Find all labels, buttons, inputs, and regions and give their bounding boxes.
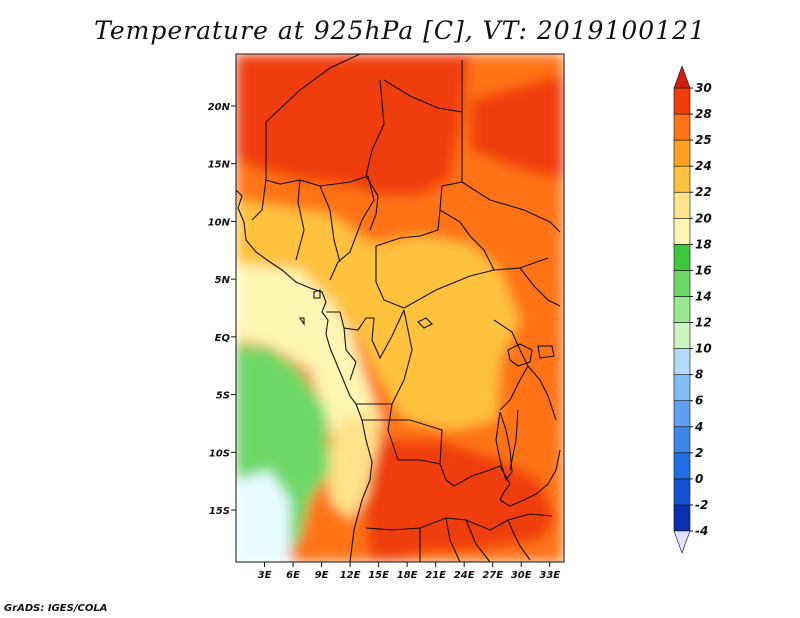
country-borders [236,54,561,562]
x-tick-label: 18E [397,570,418,581]
y-tick-label: 5N [215,275,231,286]
colorbar-segment [673,348,691,375]
colorbar-label: 18 [695,237,712,251]
colorbar-label: 2 [695,446,703,460]
x-tick-label: 9E [315,570,329,581]
colorbar-label: -2 [695,498,708,512]
y-tick-label: 5S [216,391,230,402]
colorbar-segment [673,322,691,349]
coastline [236,189,373,562]
y-tick-label: EQ [215,333,231,344]
colorbar-label: -4 [695,524,708,538]
border [251,175,375,281]
temperature-field [236,54,564,562]
field-region-cold-ocean [236,470,290,562]
colorbar-segment [673,426,691,454]
colorbar-label: 25 [695,133,712,147]
colorbar-under-arrow [673,530,691,554]
x-axis: 3E 6E 9E 12E 15E 18E 21E 24E 27E 30E 33E [258,562,560,581]
colorbar-segment [673,374,691,402]
colorbar-segment [673,504,691,532]
colorbar-segment [673,217,691,245]
colorbar-segment [673,296,691,323]
x-tick-label: 33E [539,570,560,581]
x-tick-label: 21E [425,570,446,581]
island-outline [313,289,321,299]
colorbar-label: 30 [695,81,712,95]
x-tick-label: 3E [258,570,272,581]
x-tick-label: 12E [340,570,361,581]
colorbar-segment [673,87,691,115]
border [375,209,561,309]
colorbar-label: 6 [695,394,703,408]
x-tick-label: 30E [511,570,532,581]
field-region-angola-coast [326,410,380,520]
lake-outline [417,317,555,359]
colorbar-segment [673,191,691,219]
field-region-central-africa [236,200,520,430]
field-region-sahara-north [378,470,450,540]
y-tick-label: 15S [209,506,230,517]
field-region-sahara-north [236,54,470,196]
colorbar-label: 8 [695,368,703,382]
y-axis: 20N 15N 10N 5N EQ 5S 10S 15S [208,102,236,517]
field-region-sahara-north [470,74,564,180]
island-outline [298,317,305,326]
colorbar-label: 28 [695,107,712,121]
colorbar-label: 14 [695,289,712,303]
border [499,409,561,507]
colorbar-segment [673,139,691,167]
x-tick-label: 24E [454,570,475,581]
x-tick-label: 6E [286,570,300,581]
colorbar-label: 20 [695,211,712,225]
map-frame [235,53,565,563]
x-tick-label: 27E [482,570,503,581]
colorbar-label: 4 [694,420,703,434]
colorbar-segment [673,400,691,428]
colorbar-label: 22 [695,185,712,199]
y-tick-label: 10S [209,448,230,459]
border [326,309,511,501]
colorbar-label: 0 [695,472,703,486]
colorbar-segment [673,270,691,297]
y-tick-label: 15N [208,160,231,171]
y-tick-label: 20N [208,102,231,113]
colorbar-label: 16 [695,263,712,277]
colorbar-label: 10 [695,342,712,356]
colorbar-label: 12 [695,316,712,330]
border [362,419,553,562]
colorbar-segment [673,113,691,141]
lake-outline [495,343,533,482]
border [493,319,557,421]
colorbar-segment [673,244,691,271]
colorbar-segment [673,452,691,480]
x-tick-label: 15E [368,570,389,581]
colorbar-over-arrow [673,65,691,89]
colorbar-segment [673,165,691,193]
footer-credit: GrADS: IGES/COLA [4,603,108,614]
y-tick-label: 10N [208,217,231,228]
colorbar-segment [673,478,691,506]
chart-title: Temperature at 925hPa [C], VT: 201910012… [94,16,706,45]
colorbar-label: 24 [695,159,712,173]
